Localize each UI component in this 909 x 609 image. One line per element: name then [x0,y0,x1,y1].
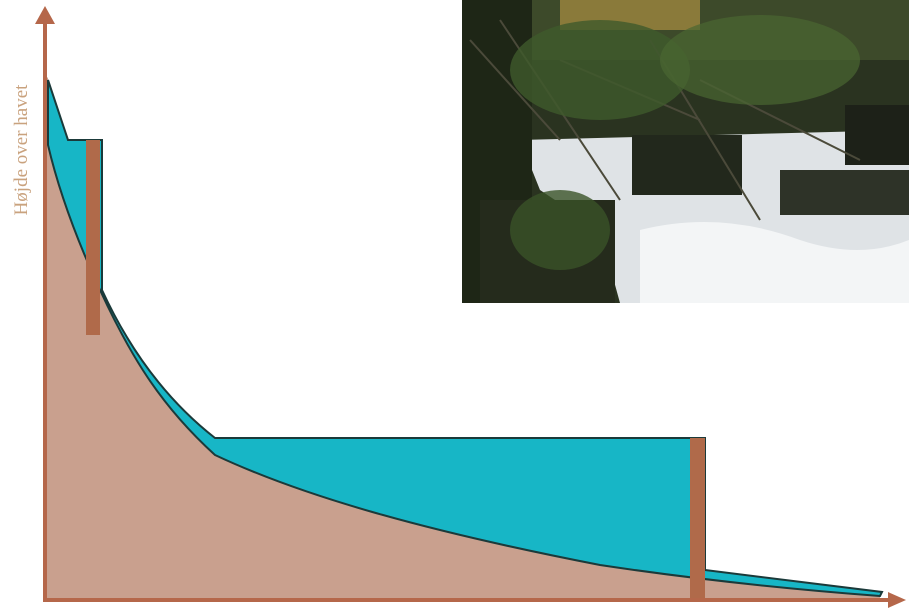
riverbed [45,75,880,600]
y-axis-label: Højde over havet [11,84,32,216]
photo [462,0,909,303]
axes [35,6,906,608]
dam [86,140,100,335]
dam [690,438,705,600]
water [47,79,884,598]
